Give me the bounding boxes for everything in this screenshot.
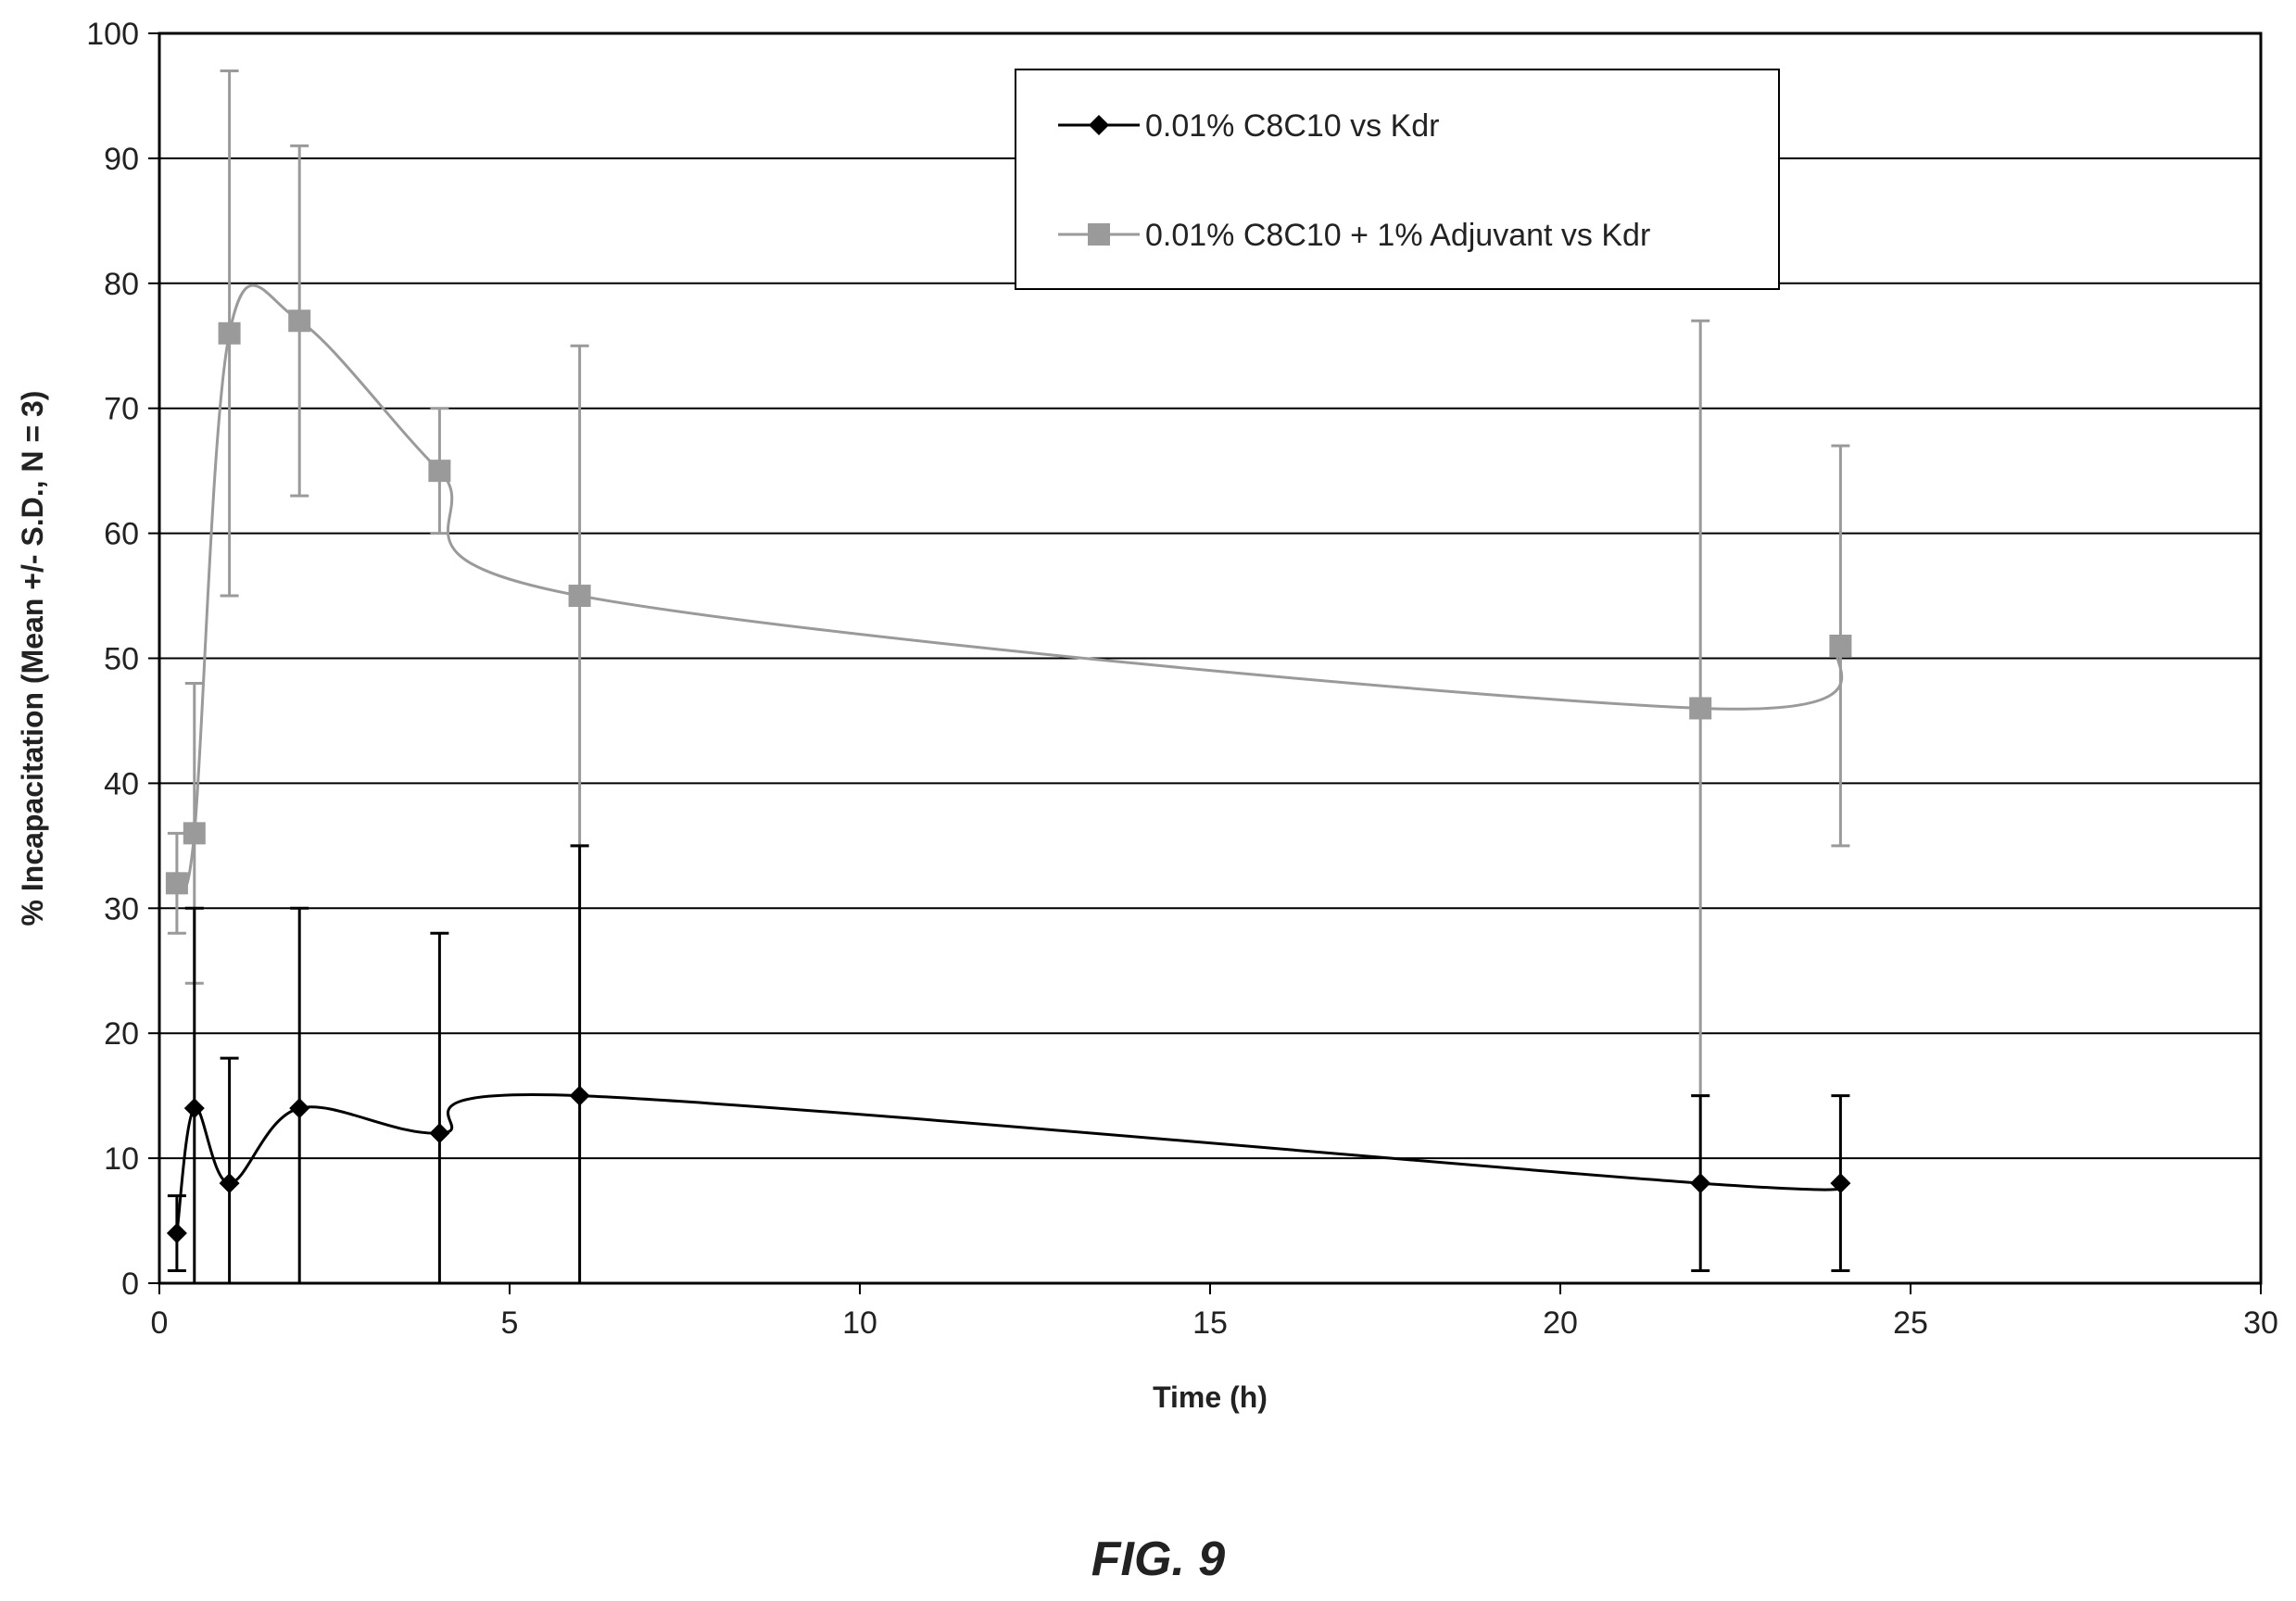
data-point [288, 309, 311, 333]
data-point [1829, 635, 1852, 658]
series-1 [166, 844, 1851, 1285]
y-tick-label: 90 [104, 142, 139, 177]
series-line [175, 1093, 1844, 1234]
y-tick-label: 20 [104, 1016, 139, 1052]
y-tick-label: 0 [121, 1267, 139, 1302]
data-point [165, 872, 188, 895]
axis-ticks: 0 10 20 30 40 50 60 70 80 90 100 0 5 10 15 20 25 30 [86, 17, 2278, 1341]
data-point [166, 1223, 187, 1244]
y-tick-label: 30 [104, 891, 139, 927]
data-point [1689, 697, 1712, 720]
x-tick-label: 10 [842, 1305, 877, 1341]
data-point [569, 1085, 590, 1106]
y-tick-label: 70 [104, 392, 139, 427]
data-point [183, 822, 206, 845]
x-axis-title: Time (h) [1153, 1380, 1268, 1414]
legend-label: 0.01% C8C10 + 1% Adjuvant vs Kdr [1145, 218, 1650, 253]
data-point [429, 1123, 450, 1144]
x-tick-label: 25 [1893, 1305, 1928, 1341]
series-line [175, 284, 1844, 891]
data-point [428, 460, 451, 483]
data-point [1690, 1173, 1711, 1194]
y-tick-label: 100 [86, 17, 139, 52]
y-tick-label: 10 [104, 1141, 139, 1177]
y-tick-label: 50 [104, 642, 139, 677]
data-point [218, 321, 241, 345]
y-axis-title: % Incapacitation (Mean +/- S.D., N = 3) [16, 391, 49, 927]
y-tick-label: 60 [104, 517, 139, 552]
legend-marker [1089, 115, 1109, 135]
figure-label: FIG. 9 [1091, 1532, 1226, 1586]
legend-marker [1088, 223, 1110, 246]
x-tick-label: 20 [1543, 1305, 1578, 1341]
data-point [568, 585, 591, 608]
x-tick-label: 30 [2243, 1305, 2278, 1341]
x-tick-label: 5 [501, 1305, 519, 1341]
x-tick-label: 15 [1192, 1305, 1228, 1341]
series-layer [165, 69, 1852, 1285]
x-tick-label: 0 [151, 1305, 169, 1341]
data-point [1830, 1173, 1851, 1194]
legend: 0.01% C8C10 vs Kdr 0.01% C8C10 + 1% Adjuv… [1015, 69, 1780, 290]
data-point [289, 1098, 310, 1119]
data-point [219, 1173, 240, 1194]
legend-label: 0.01% C8C10 vs Kdr [1145, 108, 1440, 144]
y-tick-label: 40 [104, 766, 139, 801]
legend-box [1015, 69, 1780, 290]
y-tick-label: 80 [104, 267, 139, 302]
data-point [183, 1098, 205, 1119]
